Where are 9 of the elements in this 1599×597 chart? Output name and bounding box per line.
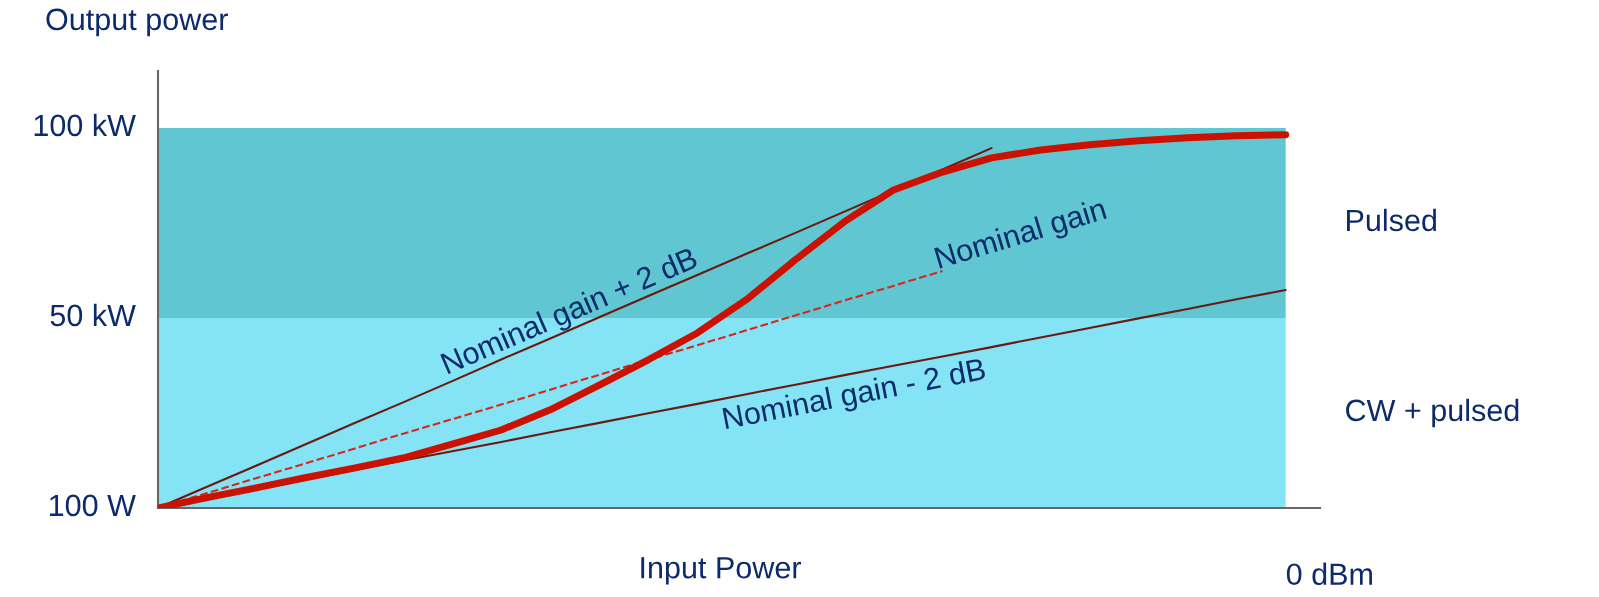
x-axis-title: Input Power xyxy=(641,557,802,585)
text: 50 kW xyxy=(50,303,136,327)
band-label: CW + pulsed xyxy=(1346,398,1519,428)
band-label: Pulsed xyxy=(1347,208,1436,232)
text: 100 kW xyxy=(34,113,136,137)
text: 0 dBm xyxy=(1286,562,1372,586)
text: Nominal gain - 2 dB xyxy=(722,357,988,436)
y-axis-title: Output power xyxy=(46,8,228,37)
text: 100 W xyxy=(49,494,136,517)
